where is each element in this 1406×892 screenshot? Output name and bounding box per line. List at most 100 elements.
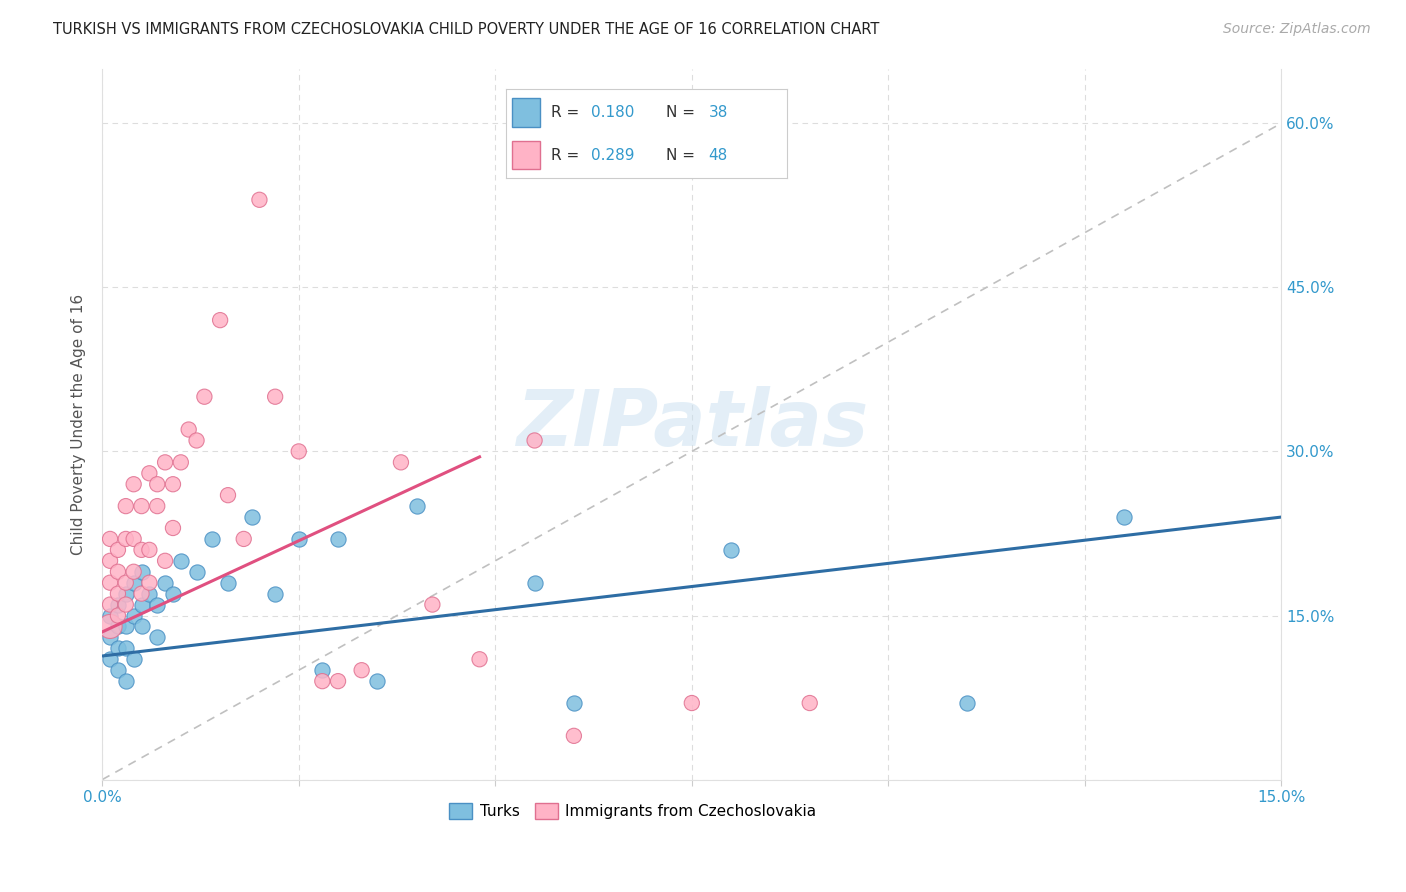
Point [326,674,349,689]
Point [146,477,169,491]
Point [162,477,184,491]
Point [956,696,979,710]
Point [131,598,153,612]
Text: N =: N = [666,105,700,120]
Point [153,554,176,568]
FancyBboxPatch shape [512,98,540,127]
Point [122,477,145,491]
Text: 0.180: 0.180 [591,105,634,120]
Point [114,575,136,590]
Legend: Turks, Immigrants from Czechoslovakia: Turks, Immigrants from Czechoslovakia [443,797,823,825]
Text: N =: N = [666,148,700,162]
Point [107,663,129,677]
Text: Source: ZipAtlas.com: Source: ZipAtlas.com [1223,22,1371,37]
Text: 38: 38 [709,105,728,120]
Point [98,631,121,645]
Point [138,467,160,481]
Point [681,696,703,710]
Point [98,575,121,590]
Text: TURKISH VS IMMIGRANTS FROM CZECHOSLOVAKIA CHILD POVERTY UNDER THE AGE OF 16 CORR: TURKISH VS IMMIGRANTS FROM CZECHOSLOVAKI… [53,22,880,37]
Point [107,641,129,656]
Point [122,575,145,590]
Point [153,575,176,590]
Point [146,499,169,513]
Point [107,619,129,633]
Point [562,729,585,743]
Point [217,488,239,502]
Point [146,598,169,612]
Point [162,587,184,601]
Point [468,652,491,666]
Point [131,542,153,557]
Point [153,455,176,469]
Point [162,521,184,535]
Point [287,444,309,458]
Point [114,619,136,633]
Point [217,575,239,590]
Point [114,532,136,546]
Point [264,390,287,404]
Point [177,423,200,437]
Point [311,674,333,689]
Point [170,554,193,568]
Point [114,641,136,656]
Point [799,696,821,710]
Point [107,608,129,623]
Point [523,575,546,590]
Point [107,565,129,579]
Point [249,193,271,207]
Point [138,587,160,601]
Point [366,674,388,689]
Point [405,499,427,513]
Text: 0.289: 0.289 [591,148,634,162]
Point [720,542,742,557]
Text: ZIPatlas: ZIPatlas [516,386,868,462]
Point [114,587,136,601]
FancyBboxPatch shape [512,141,540,169]
Point [98,652,121,666]
Point [114,499,136,513]
Point [138,542,160,557]
Point [240,510,263,524]
Point [170,455,193,469]
Text: R =: R = [551,105,585,120]
Point [350,663,373,677]
Point [326,532,349,546]
Point [186,565,208,579]
Point [98,532,121,546]
Point [131,619,153,633]
Point [422,598,444,612]
Point [287,532,309,546]
Y-axis label: Child Poverty Under the Age of 16: Child Poverty Under the Age of 16 [72,293,86,555]
Point [122,608,145,623]
Point [186,434,208,448]
Point [114,598,136,612]
Point [131,587,153,601]
Point [107,542,129,557]
Point [311,663,333,677]
Point [107,598,129,612]
Point [122,532,145,546]
Point [146,631,169,645]
Text: R =: R = [551,148,585,162]
Point [98,619,121,633]
Point [232,532,254,546]
Point [389,455,412,469]
Point [201,532,224,546]
Point [193,390,215,404]
Point [562,696,585,710]
Point [114,674,136,689]
Text: 48: 48 [709,148,728,162]
Point [98,554,121,568]
Point [131,565,153,579]
Point [209,313,232,327]
Point [523,434,546,448]
Point [131,499,153,513]
Point [264,587,287,601]
Point [122,565,145,579]
Point [98,598,121,612]
Point [107,587,129,601]
Point [122,652,145,666]
Point [98,608,121,623]
Point [138,575,160,590]
